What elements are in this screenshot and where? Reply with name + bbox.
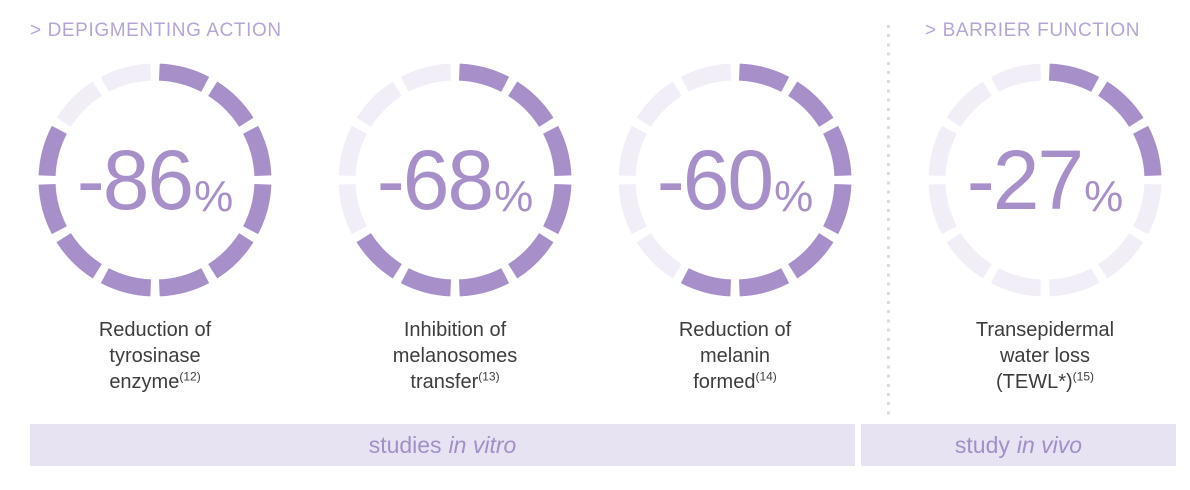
gauge-value: -60 % — [618, 63, 852, 297]
ring-segment-filled — [738, 63, 790, 93]
gauge-caption-melanosomes: Inhibition of melanosomes transfer(13) — [315, 317, 595, 395]
gauge-value: -68 % — [338, 63, 572, 297]
caption-line: Transepidermal — [975, 319, 1115, 341]
percent-sign: % — [494, 172, 534, 221]
donut-ring — [618, 63, 852, 297]
caption-line: Reduction of — [98, 319, 212, 341]
reference-footnote: (14) — [755, 369, 777, 384]
gauge-melanosomes: -68 % — [338, 63, 572, 297]
caption-line: (TEWL*) — [995, 371, 1073, 393]
ring-segment-filled — [787, 81, 834, 128]
ring-segment-empty — [338, 125, 368, 177]
ring-segment-filled — [542, 125, 572, 177]
ring-segment-filled — [507, 81, 554, 128]
ring-segment-filled — [1132, 125, 1162, 177]
section-header-depigmenting-action: > DEPIGMENTING ACTION — [30, 20, 282, 41]
ring-segment-filled — [242, 125, 272, 177]
caption-line: melanosomes — [392, 345, 518, 367]
ring-segment-filled — [56, 232, 103, 279]
caption-line: formed — [693, 371, 756, 393]
ring-segment-empty — [100, 63, 152, 93]
ring-segment-empty — [990, 63, 1042, 93]
gauge-tewl: -27 % — [928, 63, 1162, 297]
section-header-barrier-function: > BARRIER FUNCTION — [925, 20, 1141, 41]
caption-line: transfer — [410, 371, 479, 393]
ring-segment-filled — [400, 267, 452, 297]
ring-segment-filled — [38, 183, 68, 235]
ring-segment-empty — [946, 232, 993, 279]
ring-segment-filled — [507, 232, 554, 279]
gauge-value: -86 % — [38, 63, 272, 297]
caption-line: melanin — [699, 345, 771, 367]
ring-segment-empty — [680, 63, 732, 93]
gauge-percent-number: -27 — [966, 133, 1084, 227]
ring-segment-filled — [787, 232, 834, 279]
gauge-caption-tyrosinase: Reduction of tyrosinase enzyme(12) — [15, 317, 295, 395]
study-bar-label-italic: in vitro — [448, 431, 517, 458]
ring-segment-filled — [542, 183, 572, 235]
caption-line: Inhibition of — [403, 319, 507, 341]
percent-sign: % — [1084, 172, 1124, 221]
ring-segment-filled — [100, 267, 152, 297]
caption-line: tyrosinase — [109, 345, 201, 367]
ring-segment-empty — [990, 267, 1042, 297]
ring-segment-filled — [1048, 63, 1100, 93]
ring-segment-filled — [458, 267, 510, 297]
ring-segment-filled — [38, 125, 68, 177]
ring-segment-empty — [1048, 267, 1100, 297]
gauge-value: -27 % — [928, 63, 1162, 297]
ring-segment-filled — [1097, 81, 1144, 128]
ring-segment-empty — [636, 232, 683, 279]
dotted-section-divider — [887, 25, 890, 420]
gauge-melanin: -60 % — [618, 63, 852, 297]
ring-segment-empty — [56, 81, 103, 128]
ring-segment-empty — [400, 63, 452, 93]
gauge-caption-melanin: Reduction of melanin formed(14) — [595, 317, 875, 395]
ring-segment-filled — [738, 267, 790, 297]
ring-segment-empty — [928, 183, 958, 235]
study-bar-label-italic: in vivo — [1016, 431, 1083, 458]
caption-line: Reduction of — [678, 319, 792, 341]
ring-segment-empty — [928, 125, 958, 177]
gauge-caption-tewl: Transepidermal water loss (TEWL*)(15) — [905, 317, 1185, 395]
ring-segment-filled — [822, 125, 852, 177]
caption-line: water loss — [999, 345, 1091, 367]
reference-footnote: (13) — [478, 369, 500, 384]
gauge-percent-number: -60 — [656, 133, 774, 227]
ring-segment-filled — [207, 81, 254, 128]
ring-segment-empty — [1132, 183, 1162, 235]
study-type-bar-in-vitro: studies in vitro — [30, 424, 855, 466]
reference-footnote: (15) — [1072, 369, 1094, 384]
ring-segment-filled — [158, 63, 210, 93]
ring-segment-filled — [458, 63, 510, 93]
donut-ring — [928, 63, 1162, 297]
ring-segment-filled — [680, 267, 732, 297]
ring-segment-empty — [618, 183, 648, 235]
caption-line: enzyme — [109, 371, 180, 393]
ring-segment-filled — [242, 183, 272, 235]
study-bar-label: study — [954, 431, 1010, 458]
study-bar-label: studies — [368, 431, 442, 458]
ring-segment-filled — [207, 232, 254, 279]
ring-segment-filled — [158, 267, 210, 297]
ring-segment-empty — [946, 81, 993, 128]
ring-segment-empty — [636, 81, 683, 128]
donut-ring — [38, 63, 272, 297]
ring-segment-empty — [618, 125, 648, 177]
reference-footnote: (12) — [179, 369, 201, 384]
gauge-percent-number: -68 — [376, 133, 494, 227]
percent-sign: % — [194, 172, 234, 221]
study-type-bar-in-vivo: study in vivo — [861, 424, 1176, 466]
donut-ring — [338, 63, 572, 297]
percent-sign: % — [774, 172, 814, 221]
gauge-tyrosinase: -86 % — [38, 63, 272, 297]
gauge-percent-number: -86 — [76, 133, 194, 227]
ring-segment-empty — [338, 183, 368, 235]
ring-segment-empty — [1097, 232, 1144, 279]
ring-segment-filled — [356, 232, 403, 279]
ring-segment-empty — [356, 81, 403, 128]
ring-segment-filled — [822, 183, 852, 235]
